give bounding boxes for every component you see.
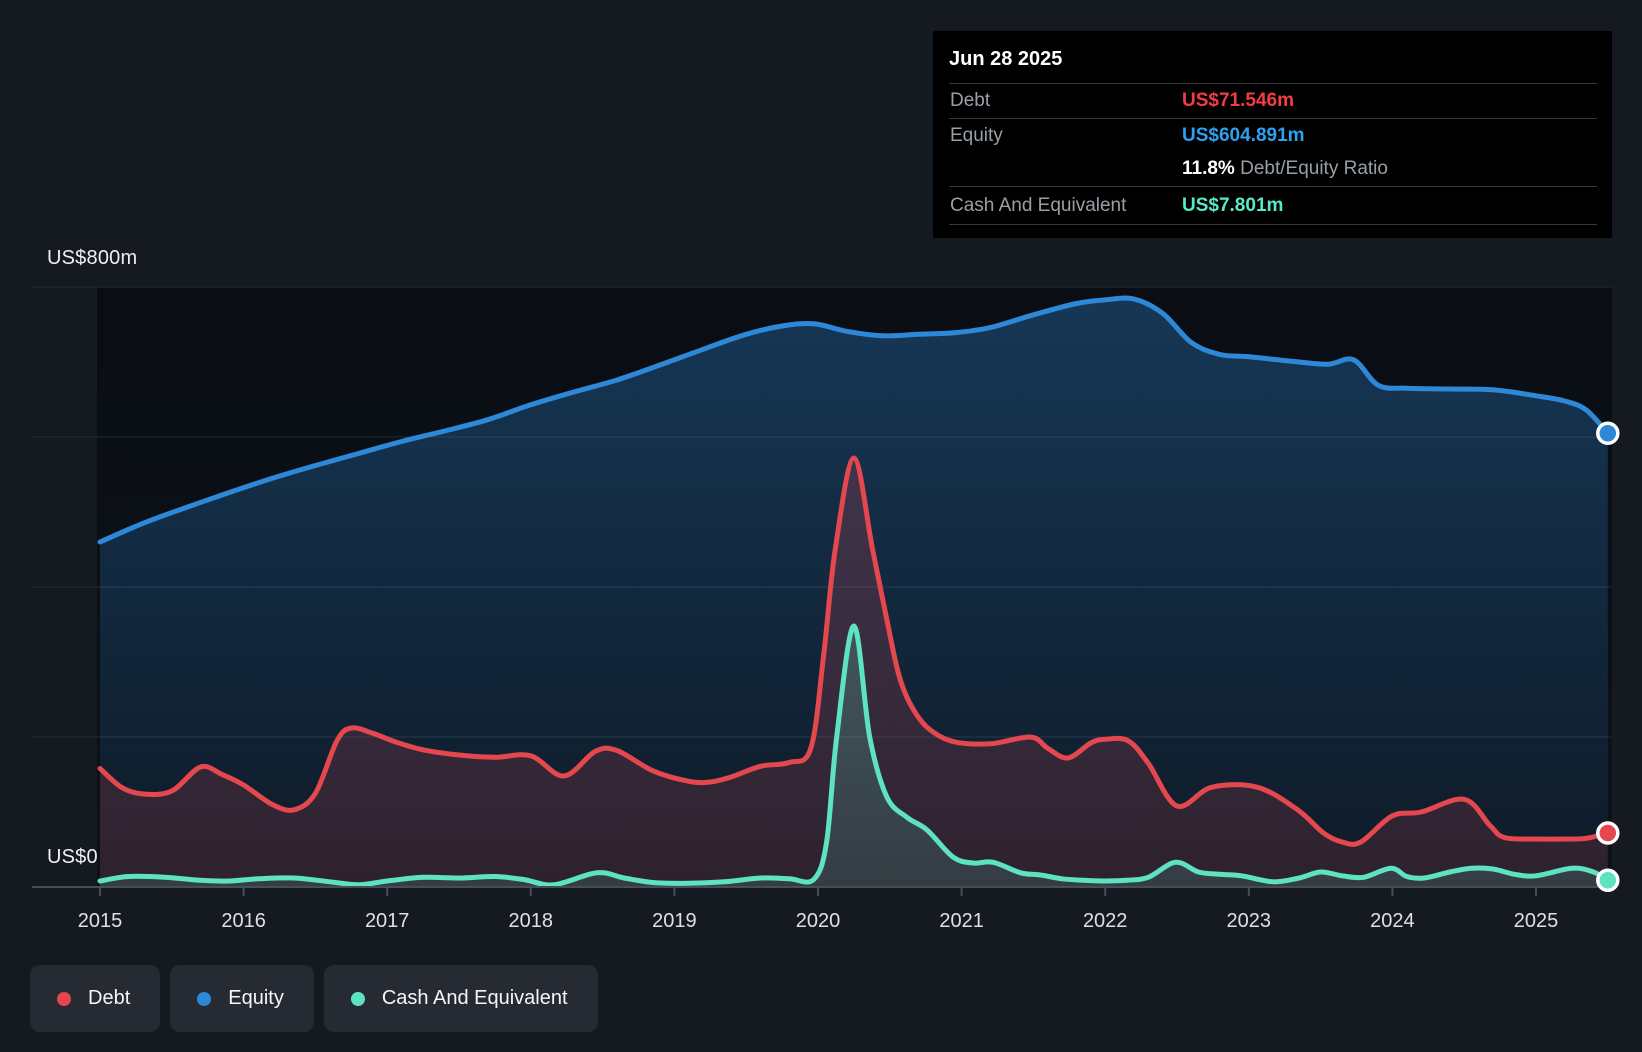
tooltip-ratio-value: 11.8%: [1182, 158, 1235, 179]
x-axis: [32, 886, 1612, 896]
series-end-markers: [1596, 421, 1620, 892]
hover-tooltip: Jun 28 2025 Debt US$71.546m Equity US$60…: [933, 31, 1612, 238]
svg-text:2023: 2023: [1227, 910, 1272, 932]
tooltip-debt-value: US$71.546m: [1182, 90, 1294, 111]
svg-text:2022: 2022: [1083, 910, 1128, 932]
legend-equity-label: Equity: [228, 987, 284, 1009]
svg-text:2015: 2015: [78, 910, 123, 932]
series-lines: [97, 295, 1611, 888]
svg-text:2019: 2019: [652, 910, 697, 932]
y-axis-label-bottom: US$0: [47, 846, 98, 868]
x-axis-year-labels: 2015 2016 2017 2018 2019 2020 2021 2022 2023 2024…: [78, 910, 1559, 932]
legend-toggle-cash[interactable]: Cash And Equivalent: [323, 965, 598, 1032]
tooltip-date: Jun 28 2025: [949, 31, 1597, 84]
tooltip-ratio: 11.8% Debt/Equity Ratio: [1182, 158, 1388, 180]
cash-legend-dot-icon: [350, 991, 365, 1006]
svg-text:2021: 2021: [939, 910, 984, 932]
legend-cash-label: Cash And Equivalent: [381, 987, 568, 1009]
svg-text:2025: 2025: [1514, 910, 1559, 932]
tooltip-cash-label: Cash And Equivalent: [950, 194, 1127, 216]
tooltip-cash-value: US$7.801m: [1182, 194, 1284, 216]
equity-legend-dot-icon: [197, 991, 212, 1006]
legend-toggle-debt[interactable]: Debt: [30, 965, 161, 1032]
tooltip-ratio-label: Debt/Equity Ratio: [1240, 158, 1388, 179]
y-axis-label-top: US$800m: [47, 247, 138, 269]
tooltip-debt-label: Debt: [950, 90, 991, 111]
legend-toggle-equity[interactable]: Equity: [170, 965, 314, 1032]
tooltip-debt-row: Debt US$71.546m: [949, 84, 1597, 119]
legend-debt-label: Debt: [88, 987, 131, 1009]
tooltip-equity-row: Equity US$604.891m: [949, 119, 1597, 152]
svg-text:2020: 2020: [796, 910, 841, 932]
tooltip-equity-value: US$604.891m: [1182, 124, 1305, 146]
tooltip-equity-label: Equity: [950, 124, 1003, 146]
svg-text:2018: 2018: [509, 910, 554, 932]
svg-text:2017: 2017: [365, 910, 410, 932]
debt-legend-dot-icon: [57, 991, 71, 1006]
tooltip-ratio-row: 11.8% Debt/Equity Ratio: [949, 152, 1597, 187]
tooltip-cash-row: Cash And Equivalent US$7.801m: [949, 187, 1597, 225]
series-areas: [100, 298, 1608, 888]
svg-text:2024: 2024: [1370, 910, 1415, 932]
svg-text:2016: 2016: [221, 910, 266, 932]
chart-legend: Debt Equity Cash And Equivalent: [30, 965, 598, 1032]
